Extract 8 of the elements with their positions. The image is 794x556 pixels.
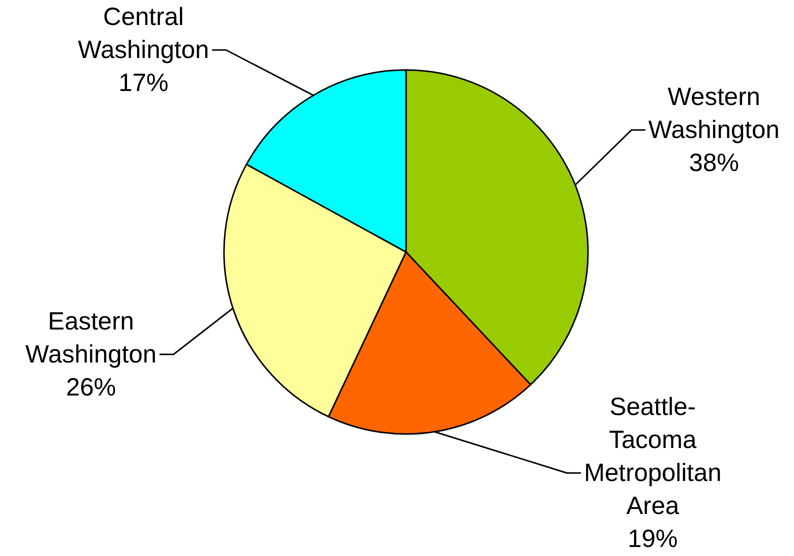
slice-label: Eastern Washington xyxy=(25,307,157,368)
data-label: 26% xyxy=(66,373,116,402)
data-label: 19% xyxy=(628,525,678,553)
slice-label: Western Washington xyxy=(648,83,780,144)
slice-label: Seattle-Tacoma Metropolitan Area xyxy=(584,393,722,520)
data-label: 17% xyxy=(118,69,169,97)
data-label: 38% xyxy=(688,149,740,178)
slice-label: Central Washington xyxy=(78,3,210,64)
